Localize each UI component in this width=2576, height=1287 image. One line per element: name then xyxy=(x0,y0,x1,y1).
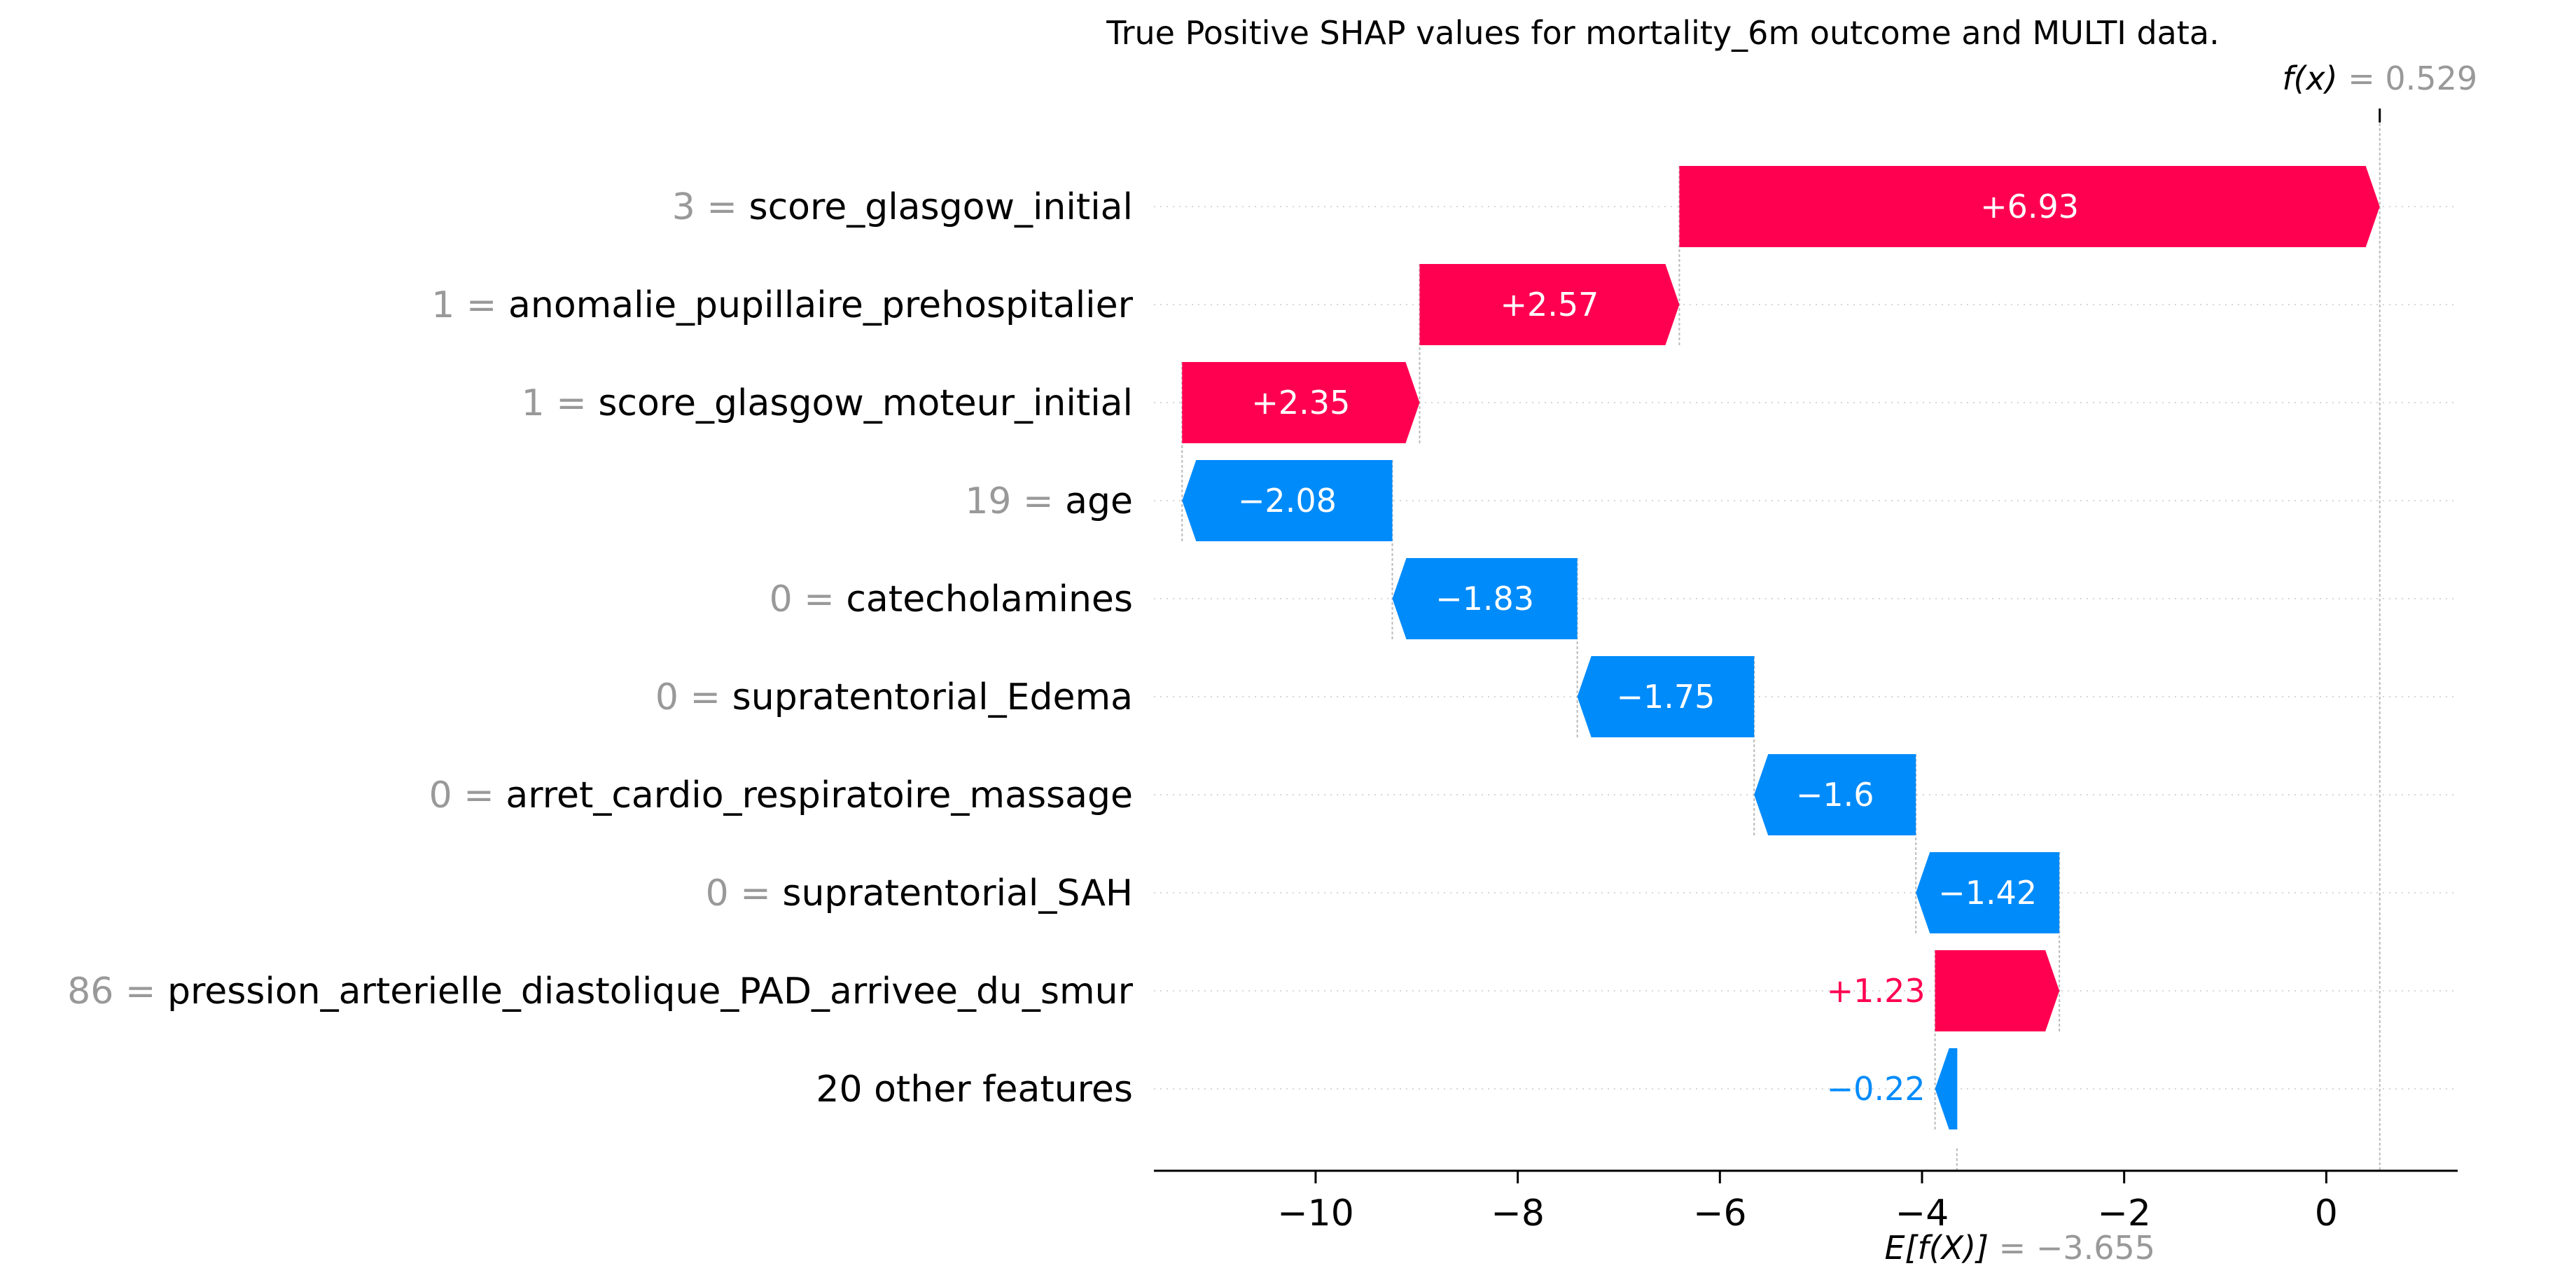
feature-label: 0 = catecholamines xyxy=(770,578,1133,620)
feature-value: 19 = xyxy=(965,480,1065,522)
feature-name: anomalie_pupillaire_prehospitalier xyxy=(508,284,1134,326)
bar-value-label: −1.75 xyxy=(1616,678,1715,716)
feature-labels: 3 = score_glasgow_initial 1 = anomalie_pu… xyxy=(67,186,1133,1111)
feature-name: age xyxy=(1065,480,1133,522)
bar-score-glasgow-initial xyxy=(1679,166,2380,247)
bar-value-label: +1.23 xyxy=(1827,972,1926,1010)
x-tick-label: 0 xyxy=(2315,1192,2338,1234)
feature-value: 0 = xyxy=(706,872,783,914)
bar-value-label: −1.6 xyxy=(1796,776,1874,814)
feature-value: 0 = xyxy=(770,578,847,620)
bar-supratentorial-sah xyxy=(1916,852,2060,933)
feature-label: 3 = score_glasgow_initial xyxy=(672,186,1133,228)
x-tick-label: −4 xyxy=(1895,1192,1949,1234)
bar-value-label: +2.35 xyxy=(1251,384,1350,422)
feature-name: supratentorial_Edema xyxy=(732,676,1133,718)
feature-value: 1 = xyxy=(522,382,599,424)
x-axis: −10 −8 −6 −4 −2 0 xyxy=(1154,1169,2458,1234)
feature-value: 0 = xyxy=(429,774,506,816)
fx-value: = 0.529 xyxy=(2348,60,2477,97)
bar-age xyxy=(1182,460,1393,541)
feature-value: 86 = xyxy=(67,971,167,1013)
feature-label: 1 = score_glasgow_moteur_initial xyxy=(522,382,1133,424)
expected-value-value: = −3.655 xyxy=(1999,1229,2155,1267)
bar-supratentorial-edema xyxy=(1577,656,1755,737)
bar-catecholamines xyxy=(1392,558,1578,639)
feature-label: 0 = arret_cardio_respiratoire_massage xyxy=(429,774,1133,816)
feature-name: pression_arterielle_diastolique_PAD_arri… xyxy=(167,971,1134,1013)
feature-name: score_glasgow_moteur_initial xyxy=(598,382,1133,424)
annotations: f(x) = 0.529 E[f(X)] = −3.655 xyxy=(1884,60,2477,1267)
bar-value-label: +2.57 xyxy=(1500,286,1599,324)
gridlines xyxy=(1154,109,2458,1171)
bars: +6.93 +2.57 +2.35 −2.08 −1.83 −1.75 −1.6 −1.42 +… xyxy=(1182,166,2380,1129)
expected-value-annotation: E[f(X)] = −3.655 xyxy=(1884,1229,2155,1267)
fx-annotation: f(x) = 0.529 xyxy=(2282,60,2477,97)
bar-value-label: −2.08 xyxy=(1238,482,1337,520)
feature-name: 20 other features xyxy=(816,1069,1133,1111)
x-tick-label: −8 xyxy=(1491,1192,1545,1234)
fx-label: f(x) xyxy=(2282,60,2348,97)
x-tick-label: −10 xyxy=(1277,1192,1354,1234)
feature-label: 0 = supratentorial_Edema xyxy=(655,676,1133,718)
feature-name: score_glasgow_initial xyxy=(749,186,1134,228)
feature-value: 3 = xyxy=(672,186,749,228)
x-tick-label: −6 xyxy=(1693,1192,1747,1234)
bar-value-label: −1.42 xyxy=(1938,874,2037,912)
bar-pression-arterielle-diastolique-pad-arrivee-du-smur xyxy=(1935,950,2060,1031)
bar-value-label: +6.93 xyxy=(1980,188,2079,225)
feature-label: 86 = pression_arterielle_diastolique_PAD… xyxy=(67,971,1133,1013)
feature-label: 19 = age xyxy=(965,480,1133,522)
bar-value-label: −0.22 xyxy=(1827,1070,1926,1108)
feature-label: 1 = anomalie_pupillaire_prehospitalier xyxy=(431,284,1133,326)
feature-label: 0 = supratentorial_SAH xyxy=(706,872,1133,914)
chart-title: True Positive SHAP values for mortality_… xyxy=(1106,14,2219,52)
bar-20-other-features xyxy=(1935,1048,1958,1129)
feature-value: 0 = xyxy=(655,676,732,718)
expected-value-label: E[f(X)] xyxy=(1884,1229,1998,1267)
bar-score-glasgow-moteur-initial xyxy=(1182,362,1420,443)
bar-value-label: −1.83 xyxy=(1435,580,1534,618)
feature-name: supratentorial_SAH xyxy=(782,872,1133,914)
feature-value: 1 = xyxy=(431,284,508,326)
bar-arret-cardio-respiratoire-massage xyxy=(1754,754,1916,835)
bar-anomalie-pupillaire-prehospitalier xyxy=(1419,264,1680,345)
feature-name: catecholamines xyxy=(846,578,1133,620)
x-tick-label: −2 xyxy=(2097,1192,2151,1234)
feature-name: arret_cardio_respiratoire_massage xyxy=(506,774,1133,816)
feature-label: 20 other features xyxy=(816,1069,1133,1111)
